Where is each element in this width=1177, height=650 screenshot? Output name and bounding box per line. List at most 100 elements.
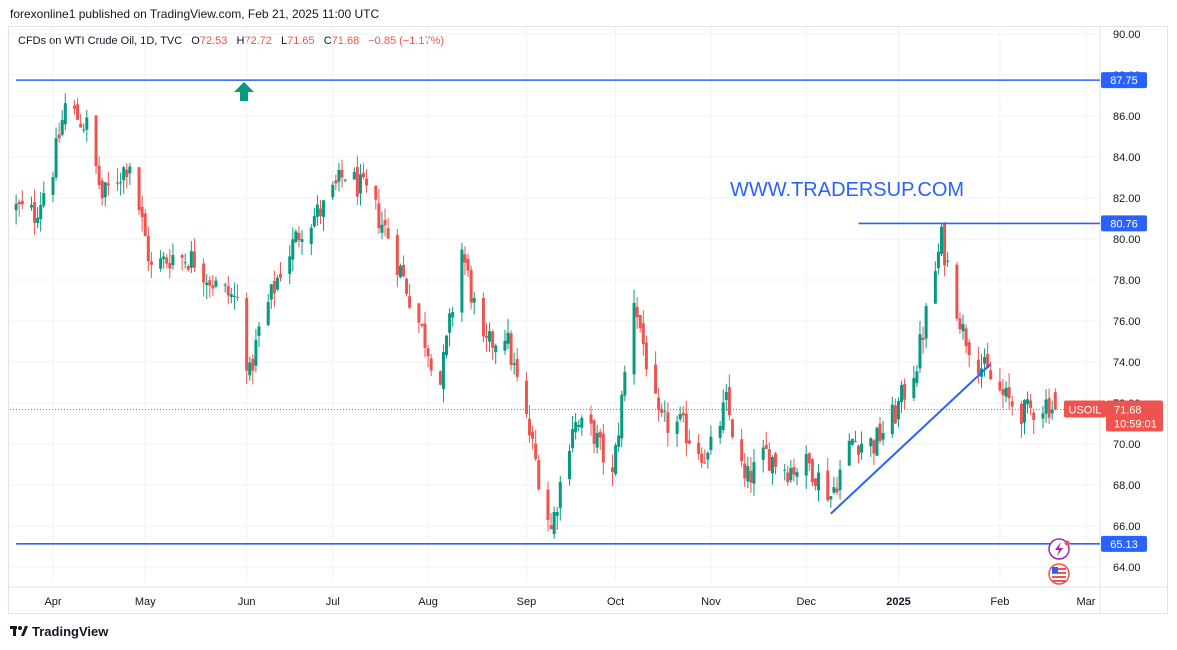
candle (128, 163, 132, 185)
candle-body (386, 228, 390, 239)
candle-body (764, 444, 768, 449)
candle (524, 372, 528, 418)
candle (257, 321, 261, 348)
candle (881, 420, 885, 446)
candle (657, 387, 661, 422)
candle (137, 167, 141, 215)
candle-body (838, 469, 842, 491)
candle-body (275, 277, 279, 290)
candle (417, 302, 421, 333)
tradingview-footer[interactable]: TradingView (10, 624, 108, 639)
candle (445, 334, 449, 359)
candle-body (162, 256, 166, 259)
candle (700, 447, 704, 469)
candle-body (998, 381, 1002, 391)
candle (79, 114, 83, 128)
candle (709, 425, 713, 455)
candle (143, 209, 147, 237)
y-tick-label: 78.00 (1113, 275, 1141, 287)
candle-body (226, 285, 230, 296)
candle-body (940, 226, 944, 254)
candle-body (813, 478, 817, 486)
candle (961, 314, 965, 340)
candle (614, 442, 618, 477)
candle-body (983, 356, 987, 364)
candle (1053, 388, 1057, 411)
level-price-label: 65.13 (1110, 539, 1138, 551)
candle-body (318, 208, 322, 217)
candle-body (598, 431, 602, 438)
candle (964, 324, 968, 354)
arrow-up-icon[interactable] (234, 82, 254, 101)
candle-body (128, 166, 132, 174)
candle (678, 406, 682, 422)
candle (528, 405, 532, 443)
candle-body (746, 466, 750, 482)
y-tick-label: 76.00 (1113, 316, 1141, 328)
candle-body (408, 296, 412, 308)
candle-body (168, 263, 172, 269)
candle (165, 254, 169, 269)
open-label: O (191, 35, 200, 47)
candle-body (494, 345, 498, 353)
candle-body (663, 410, 667, 412)
candle-body (358, 174, 362, 194)
candle-body (322, 200, 326, 217)
trendline[interactable] (830, 363, 992, 515)
candle (817, 464, 821, 502)
x-tick-label: May (135, 596, 156, 608)
candle-body (893, 405, 897, 424)
candle (875, 426, 879, 457)
candle (291, 227, 295, 272)
candle-body (571, 429, 575, 448)
us-flag-icon[interactable] (1048, 563, 1070, 585)
candle (469, 265, 473, 310)
candle-body (1004, 387, 1008, 397)
candle-body (601, 433, 605, 463)
candle (531, 425, 535, 450)
candle-body (792, 467, 796, 475)
low-value: 71.65 (287, 35, 315, 47)
candle (976, 346, 980, 384)
candle-body (297, 232, 301, 241)
candle (912, 365, 916, 401)
candle-body (666, 412, 670, 433)
candle-body (257, 326, 261, 336)
candle-body (703, 462, 707, 464)
candle-body (700, 453, 704, 463)
candle (398, 263, 402, 279)
candle (644, 335, 648, 377)
candle-body (531, 432, 535, 439)
candle-body (266, 302, 270, 326)
candle-body (574, 422, 578, 433)
candle (448, 308, 452, 347)
candle (405, 277, 409, 297)
candle (248, 356, 252, 381)
candle-body (405, 278, 409, 295)
candle-body (918, 334, 922, 369)
candle-body (595, 432, 599, 448)
candle-body (309, 227, 313, 244)
candle (122, 165, 126, 194)
y-tick-label: 84.00 (1113, 152, 1141, 164)
current-price-badge (1106, 400, 1163, 432)
candle-body (57, 134, 61, 139)
lightning-icon[interactable] (1048, 538, 1070, 560)
candle (552, 506, 556, 539)
candle-body (860, 443, 864, 453)
candle (377, 189, 381, 235)
candle-body (727, 387, 731, 416)
candle-body (420, 323, 424, 326)
candle (918, 320, 922, 374)
candle (60, 110, 64, 137)
candle-body (417, 303, 421, 323)
candle (300, 230, 304, 255)
candle-body (718, 425, 722, 438)
candle (395, 228, 399, 288)
candle-body (54, 138, 58, 178)
candle (936, 243, 940, 275)
candle (789, 460, 793, 483)
x-tick-label: 2025 (886, 596, 910, 608)
candle (365, 169, 369, 193)
